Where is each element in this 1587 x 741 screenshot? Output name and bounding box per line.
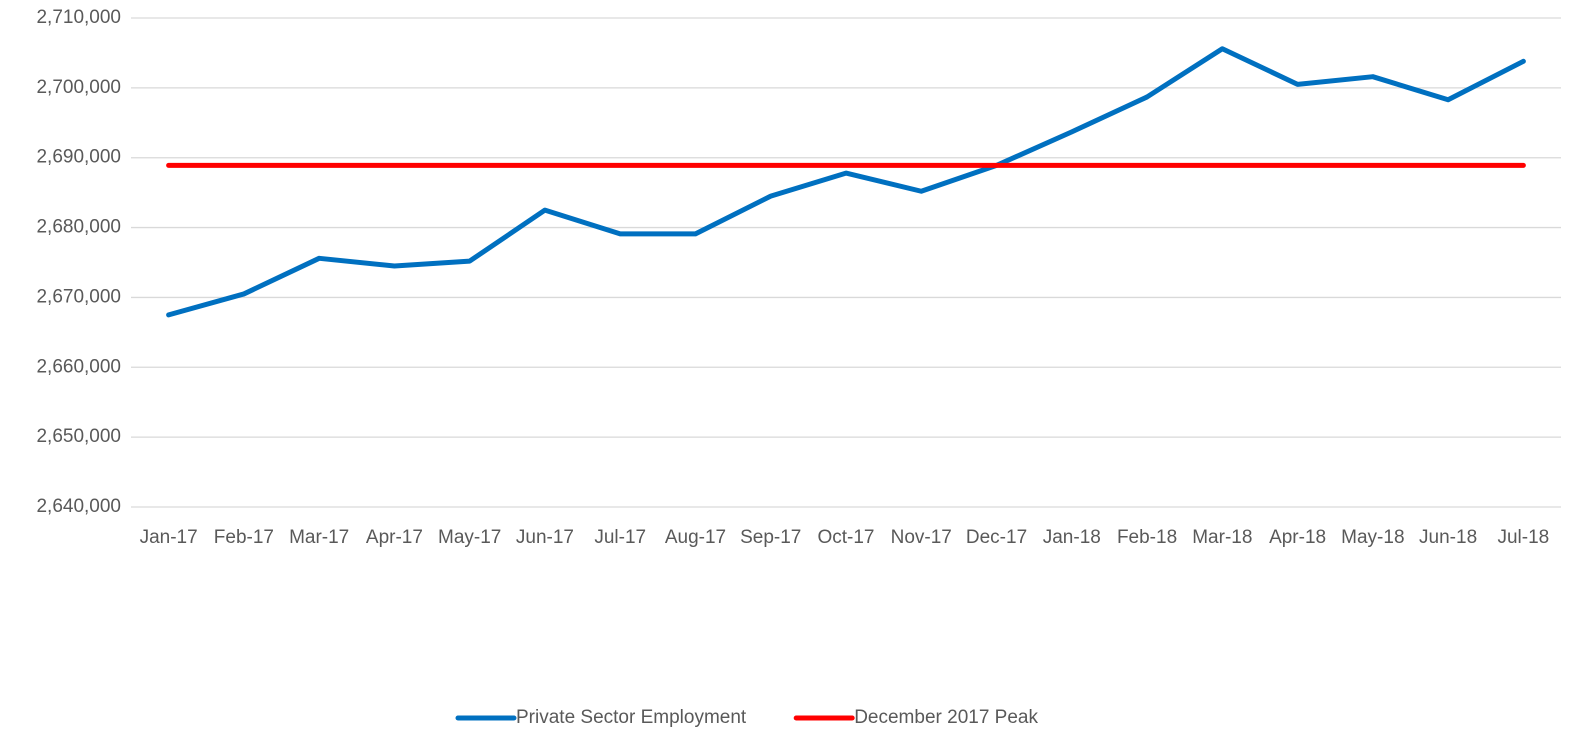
- x-tick-label: May-18: [1341, 527, 1404, 548]
- x-tick-label: Jan-18: [1043, 527, 1101, 548]
- x-tick-label: Dec-17: [966, 527, 1027, 548]
- y-tick-label: 2,670,000: [36, 286, 121, 307]
- x-tick-label: May-17: [438, 527, 501, 548]
- x-tick-label: Jun-17: [516, 527, 574, 548]
- x-tick-label: Mar-18: [1192, 527, 1252, 548]
- y-tick-label: 2,680,000: [36, 217, 121, 238]
- x-tick-label: Jul-18: [1497, 527, 1549, 548]
- x-tick-label: Jul-17: [594, 527, 646, 548]
- y-tick-label: 2,640,000: [36, 496, 121, 517]
- x-tick-label: Jun-18: [1419, 527, 1477, 548]
- x-tick-label: Feb-18: [1117, 527, 1177, 548]
- x-tick-label: Aug-17: [665, 527, 726, 548]
- x-tick-label: Feb-17: [214, 527, 274, 548]
- legend-label: Private Sector Employment: [516, 707, 747, 728]
- legend-label: December 2017 Peak: [854, 707, 1038, 728]
- y-tick-label: 2,650,000: [36, 426, 121, 447]
- x-tick-label: Jan-17: [140, 527, 198, 548]
- y-tick-label: 2,660,000: [36, 356, 121, 377]
- x-tick-label: Oct-17: [817, 527, 874, 548]
- y-tick-label: 2,690,000: [36, 147, 121, 168]
- x-tick-label: Sep-17: [740, 527, 801, 548]
- y-tick-label: 2,710,000: [36, 7, 121, 28]
- y-tick-label: 2,700,000: [36, 77, 121, 98]
- x-tick-label: Nov-17: [891, 527, 952, 548]
- x-tick-label: Apr-17: [366, 527, 423, 548]
- x-tick-label: Mar-17: [289, 527, 349, 548]
- line-series: [166, 46, 1526, 318]
- x-tick-label: Apr-18: [1269, 527, 1326, 548]
